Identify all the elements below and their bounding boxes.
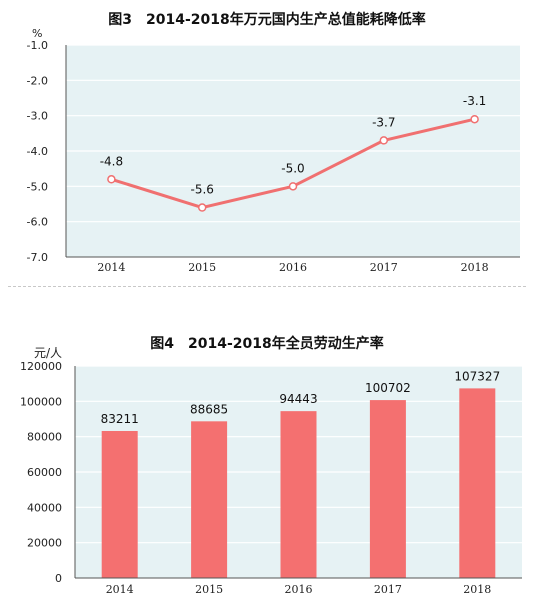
- chart2-bar: [459, 388, 496, 578]
- chart1-y-tick-label: -7.0: [27, 251, 48, 264]
- chart2-y-unit: 元/人: [34, 346, 63, 360]
- chart2-bar: [191, 421, 228, 578]
- chart1-y-tick-label: -4.0: [27, 145, 48, 158]
- chart2-bar: [369, 400, 406, 578]
- chart2-y-tick-label: 100000: [20, 395, 62, 408]
- chart2-bar: [280, 411, 317, 578]
- chart1-data-point: [107, 175, 116, 184]
- chart1-data-label: -4.8: [100, 154, 123, 168]
- chart2-y-tick-label: 120000: [20, 360, 62, 373]
- chart2-data-label: 88685: [190, 402, 228, 416]
- chart2-data-label: 100702: [365, 381, 411, 395]
- chart1-data-label: -5.6: [190, 183, 213, 197]
- chart1-x-tick-label: 2017: [370, 261, 398, 274]
- chart1-y-tick-label: -3.0: [27, 110, 48, 123]
- chart2-x-tick-label: 2016: [285, 583, 313, 596]
- chart2-title: 图4 2014-2018年全员劳动生产率: [150, 336, 384, 352]
- chart2-y-tick-label: 20000: [27, 537, 62, 550]
- chart1-x-tick-label: 2016: [279, 261, 307, 274]
- chart1-data-label: -3.1: [463, 94, 486, 108]
- chart2-y-tick-label: 80000: [27, 431, 62, 444]
- chart1-y-unit: %: [32, 27, 43, 40]
- chart2-data-label: 94443: [279, 392, 317, 406]
- chart1-y-tick-label: -1.0: [27, 39, 48, 52]
- chart1-y-tick-label: -2.0: [27, 74, 48, 87]
- section-divider: [8, 286, 526, 287]
- chart1-data-label: -3.7: [372, 115, 395, 129]
- chart1-data-label: -5.0: [281, 161, 304, 175]
- chart1-data-point: [470, 114, 479, 124]
- chart2-data-label: 83211: [101, 412, 139, 426]
- chart1-title: 图3 2014-2018年万元国内生产总值能耗降低率: [108, 12, 426, 28]
- chart1-line-chart: -1.0 -2.0 -3.0 -4.0 -5.0 -6.0 -7.0 2014 2015 2016…: [27, 39, 520, 274]
- chart1-x-tick-label: 2015: [188, 261, 216, 274]
- chart2-x-tick-label: 2018: [463, 583, 491, 596]
- chart2-x-tick-label: 2014: [106, 583, 134, 596]
- chart1-data-point: [197, 203, 207, 212]
- chart1-data-point: [379, 136, 389, 145]
- chart2-x-tick-label: 2015: [195, 583, 223, 596]
- chart2-y-tick-label: 60000: [27, 466, 62, 479]
- chart1-x-tick-label: 2014: [97, 261, 125, 274]
- chart1-y-tick-label: -5.0: [27, 180, 48, 193]
- chart2-data-label: 107327: [454, 369, 500, 383]
- chart2-y-tick-label: 0: [55, 572, 62, 585]
- chart2-y-tick-label: 40000: [27, 501, 62, 514]
- chart1-y-tick-label: -6.0: [27, 216, 48, 229]
- chart2-x-tick-label: 2017: [374, 583, 402, 596]
- chart1-x-tick-label: 2018: [461, 261, 489, 274]
- chart2-bar: [101, 430, 138, 578]
- chart1-data-point: [288, 182, 298, 191]
